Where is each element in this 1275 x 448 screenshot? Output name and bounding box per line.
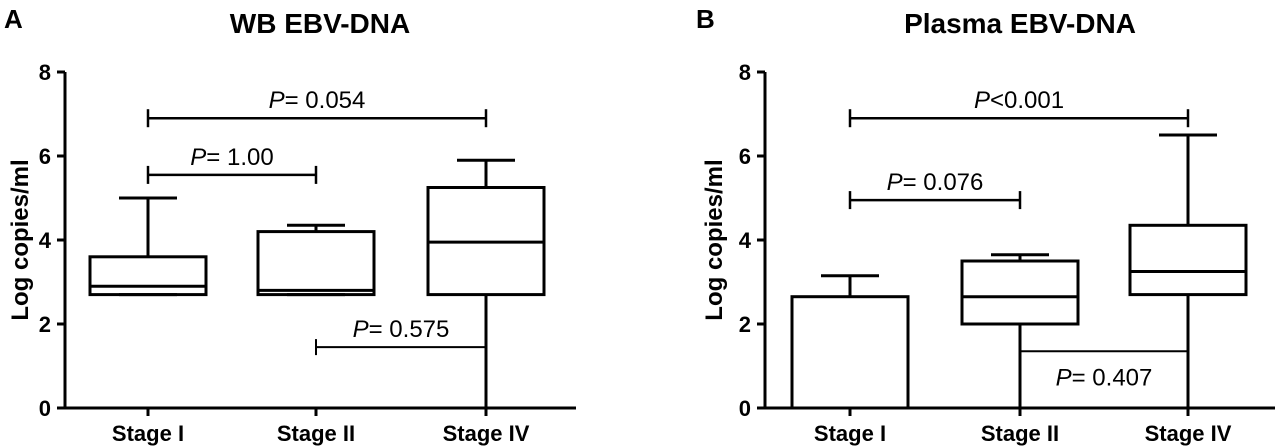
y-tick-label-b: 2	[739, 312, 751, 337]
y-tick-label-a: 6	[39, 144, 51, 169]
panel-letter-b: B	[696, 4, 715, 34]
x-tick-label-b: Stage II	[981, 421, 1059, 446]
p-value-label-b: P<0.001	[974, 87, 1064, 114]
y-tick-label-a: 4	[39, 228, 52, 253]
y-axis-label-b: Log copies/ml	[701, 159, 728, 320]
p-value-label-a: P= 0.575	[353, 316, 450, 343]
y-tick-label-b: 8	[739, 60, 751, 85]
y-tick-label-a: 2	[39, 312, 51, 337]
y-tick-label-a: 8	[39, 60, 51, 85]
box-a	[88, 255, 208, 297]
box-b	[1128, 223, 1248, 297]
y-tick-label-a: 0	[39, 396, 51, 421]
box-b	[960, 259, 1080, 326]
chart-title-a: WB EBV-DNA	[229, 8, 411, 39]
panel-letter-a: A	[4, 4, 23, 34]
y-tick-label-b: 4	[739, 228, 752, 253]
y-axis-label-a: Log copies/ml	[7, 159, 34, 320]
x-tick-label-a: Stage II	[277, 421, 355, 446]
p-value-label-b: P= 0.076	[887, 169, 984, 196]
p-value-label-a: P= 1.00	[190, 144, 273, 171]
box-b	[790, 295, 910, 410]
y-tick-label-b: 0	[739, 396, 751, 421]
p-value-label-a: P= 0.054	[269, 87, 366, 114]
chart-title-b: Plasma EBV-DNA	[904, 8, 1136, 39]
y-tick-label-b: 6	[739, 144, 751, 169]
box-a	[256, 230, 376, 297]
x-tick-label-a: Stage I	[112, 421, 184, 446]
x-tick-label-b: Stage I	[814, 421, 886, 446]
p-value-label-b: P= 0.407	[1056, 364, 1153, 391]
x-tick-label-a: Stage IV	[443, 421, 530, 446]
x-tick-label-b: Stage IV	[1145, 421, 1232, 446]
